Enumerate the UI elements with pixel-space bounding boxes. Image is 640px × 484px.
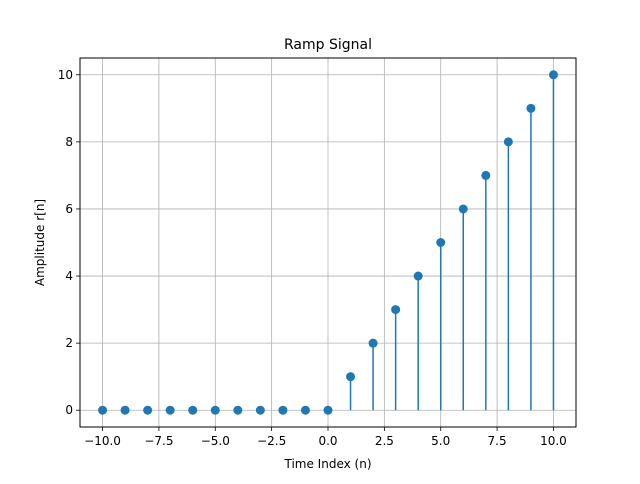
stem-marker bbox=[120, 405, 130, 415]
stem-marker bbox=[143, 405, 153, 415]
x-tick-label: −2.5 bbox=[257, 434, 286, 448]
stem-marker bbox=[436, 238, 446, 247]
x-tick-label: 2.5 bbox=[375, 434, 394, 448]
stem-marker bbox=[413, 271, 423, 281]
y-tick-label: 8 bbox=[65, 135, 73, 149]
stem-marker bbox=[346, 372, 356, 382]
y-tick-label: 0 bbox=[65, 403, 73, 417]
x-tick-label: −10.0 bbox=[84, 434, 121, 448]
x-axis-label: Time Index (n) bbox=[284, 457, 372, 471]
stem-marker bbox=[368, 338, 378, 348]
y-tick-label: 2 bbox=[65, 336, 73, 350]
stem-marker bbox=[210, 405, 220, 415]
stem-marker bbox=[165, 405, 175, 415]
grid bbox=[80, 58, 576, 427]
x-tick-label: −5.0 bbox=[201, 434, 230, 448]
stem-marker bbox=[503, 137, 513, 147]
stem-marker bbox=[481, 170, 491, 180]
stem-marker bbox=[233, 405, 243, 415]
stem-marker bbox=[98, 405, 108, 415]
x-tick-label: 0.0 bbox=[318, 434, 337, 448]
x-tick-label: 7.5 bbox=[488, 434, 507, 448]
stem-markers bbox=[98, 70, 558, 415]
y-axis-label: Amplitude r[n] bbox=[33, 199, 47, 286]
x-tick-label: −7.5 bbox=[144, 434, 173, 448]
stem-marker bbox=[526, 103, 536, 113]
y-tick-label: 6 bbox=[65, 202, 73, 216]
stem-marker bbox=[391, 305, 401, 315]
stem-marker bbox=[255, 405, 265, 415]
x-tick-label: 5.0 bbox=[431, 434, 450, 448]
stem-marker bbox=[548, 70, 558, 80]
x-ticks: −10.0 −7.5 −5.0 −2.5 0.0 2.5 5.0 7.5 10.0 bbox=[84, 427, 567, 448]
stem-marker bbox=[278, 405, 288, 415]
stem-marker bbox=[188, 405, 198, 415]
stem-lines bbox=[349, 74, 555, 411]
stem-marker bbox=[458, 204, 468, 214]
x-tick-label: 10.0 bbox=[540, 434, 567, 448]
chart-title: Ramp Signal bbox=[284, 37, 372, 53]
stem-marker bbox=[323, 405, 333, 415]
y-tick-label: 4 bbox=[65, 269, 73, 283]
stem-marker bbox=[300, 405, 310, 415]
y-tick-label: 10 bbox=[58, 68, 73, 82]
y-ticks: 0 2 4 6 8 10 bbox=[58, 68, 80, 417]
